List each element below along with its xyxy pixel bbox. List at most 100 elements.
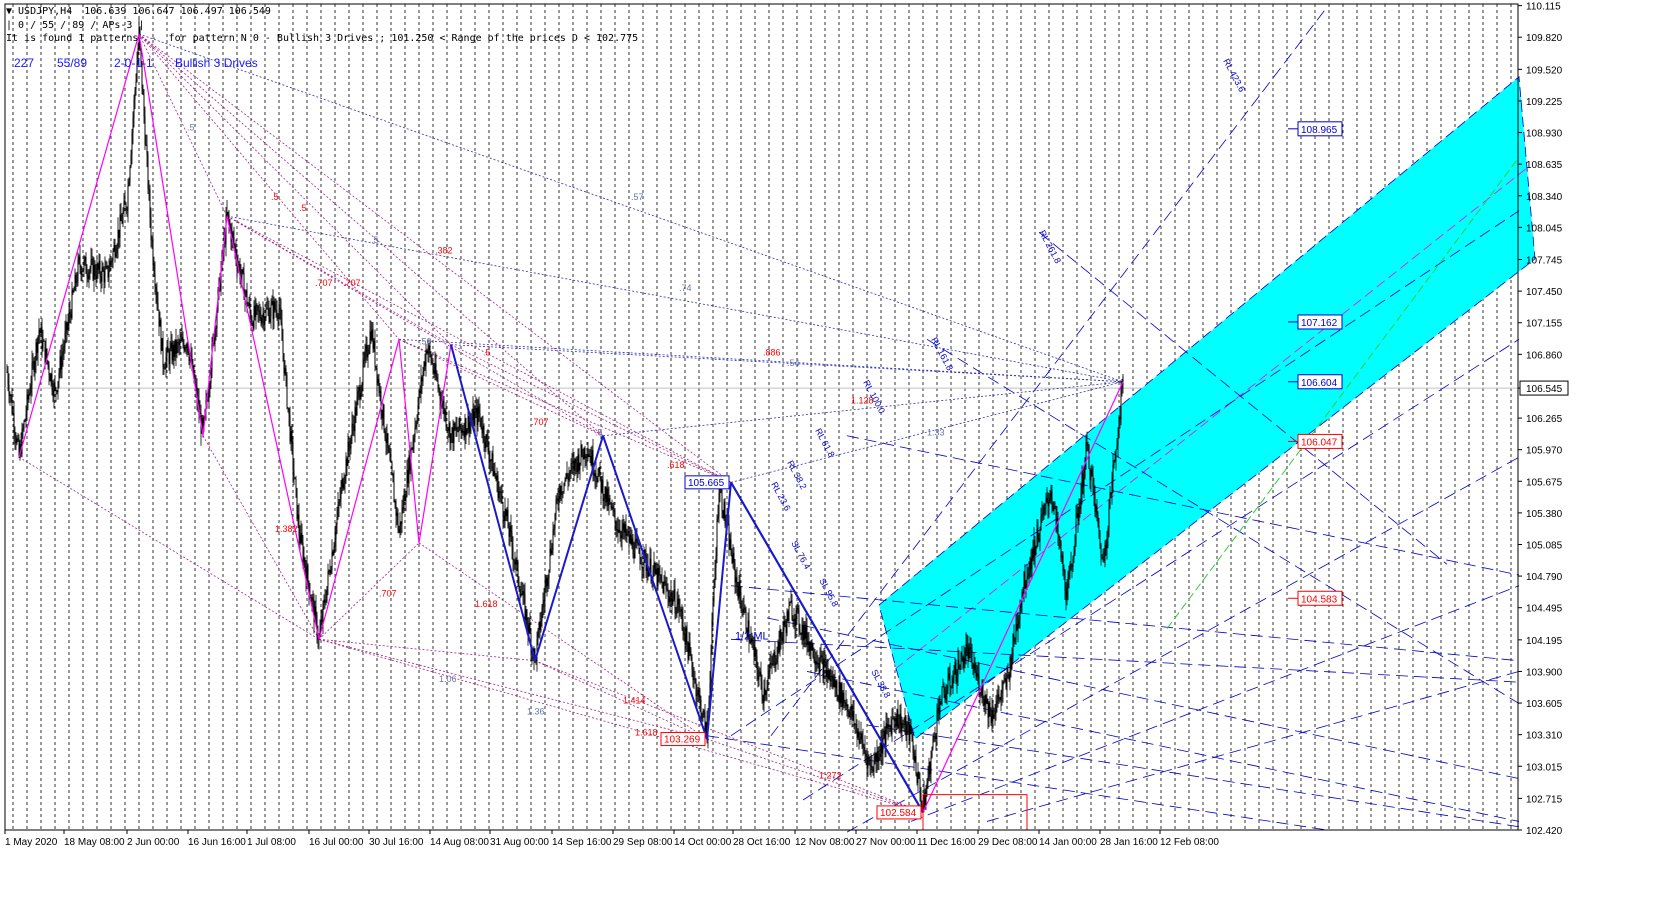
candle-body (371, 329, 373, 340)
candle-body (808, 641, 810, 652)
candle-body (632, 538, 634, 555)
level-price-label: 108.965 (1301, 125, 1338, 136)
candle-body (374, 340, 376, 366)
candle-body (862, 739, 864, 748)
x-tick-label: 27 Nov 00:00 (856, 837, 916, 848)
candle-body (929, 761, 931, 775)
candle-body (491, 453, 493, 461)
candle-body (757, 669, 759, 680)
candle-body (235, 248, 237, 260)
candle-body (646, 565, 648, 571)
candle-body (389, 452, 391, 461)
candle-body (865, 753, 867, 757)
candle-body (177, 342, 179, 343)
candle-body (376, 367, 378, 384)
candle-body (1113, 461, 1115, 465)
candle-body (65, 322, 67, 333)
candle-body (622, 523, 624, 530)
candle-body (322, 602, 324, 622)
candle-body (214, 328, 216, 344)
candle-body (771, 663, 773, 666)
candle-body (108, 271, 110, 278)
candle-body (79, 256, 81, 267)
candle-body (721, 489, 723, 511)
candle-body (123, 200, 125, 212)
candle-body (511, 532, 513, 548)
x-tick-label: 14 Oct 00:00 (674, 837, 732, 848)
y-tick-label: 110.115 (1526, 2, 1561, 13)
x-tick-label: 16 Jun 16:00 (188, 837, 246, 848)
candle-body (276, 310, 278, 317)
candle-body (1121, 384, 1123, 389)
candle-body (39, 329, 41, 334)
pattern-code: 2-0-1-1 (114, 56, 153, 70)
candle-body (967, 645, 969, 660)
candle-body (571, 463, 573, 464)
candle-body (63, 346, 65, 352)
candle-body (1034, 539, 1036, 556)
candle-body (1083, 477, 1085, 488)
pattern-leg (730, 481, 924, 813)
candle-body (1005, 678, 1007, 688)
candle-body (1006, 675, 1008, 688)
candle-body (161, 338, 163, 351)
candle-body (1039, 529, 1041, 542)
candle-body (107, 265, 109, 278)
candle-body (941, 686, 943, 705)
candle-body (1025, 585, 1027, 589)
candle-body (252, 323, 254, 329)
candle-body (678, 598, 680, 612)
candle-body (414, 427, 416, 438)
candle-body (488, 451, 490, 462)
candle-body (262, 312, 264, 318)
candle-body (455, 427, 457, 430)
candle-body (34, 361, 36, 372)
pitchfork-line (802, 338, 1520, 801)
candle-body (903, 724, 905, 726)
candle-body (557, 498, 559, 502)
candle-body (281, 322, 283, 341)
candle-body (864, 747, 866, 754)
candle-body (375, 365, 377, 368)
candle-body (570, 463, 572, 472)
level-price-label: 107.162 (1301, 318, 1338, 329)
ratio-label: .56 (419, 337, 432, 347)
candle-body (971, 649, 973, 668)
candle-body (621, 529, 623, 539)
candle-body (141, 60, 143, 89)
candle-body (409, 455, 411, 471)
candle-body (29, 392, 31, 395)
candle-body (551, 550, 553, 554)
candle-body (433, 370, 435, 374)
candle-body (835, 681, 837, 688)
candle-body (544, 586, 546, 601)
candle-body (600, 476, 602, 492)
candle-body (89, 268, 91, 272)
candle-body (821, 655, 823, 659)
fib-fan-line (866, 724, 1520, 828)
x-tick-label: 14 Sep 16:00 (552, 837, 612, 848)
candle-body (555, 499, 557, 514)
pattern-leg (534, 435, 604, 662)
candle-body (667, 588, 669, 597)
candle-body (220, 269, 222, 291)
candle-body (737, 585, 739, 599)
candle-body (148, 189, 150, 190)
candle-body (354, 407, 356, 432)
candle-body (743, 607, 745, 613)
candle-body (88, 271, 90, 279)
candle-body (186, 343, 188, 349)
pattern-dotted-line (534, 660, 708, 740)
candle-body (676, 604, 678, 614)
candle-body (921, 806, 923, 808)
candle-body (818, 663, 820, 672)
candle-body (670, 592, 672, 597)
candle-body (339, 499, 341, 502)
candle-body (445, 410, 447, 427)
candle-body (939, 702, 941, 715)
candle-body (101, 267, 103, 282)
candle-body (183, 343, 185, 351)
candle-body (343, 483, 345, 489)
